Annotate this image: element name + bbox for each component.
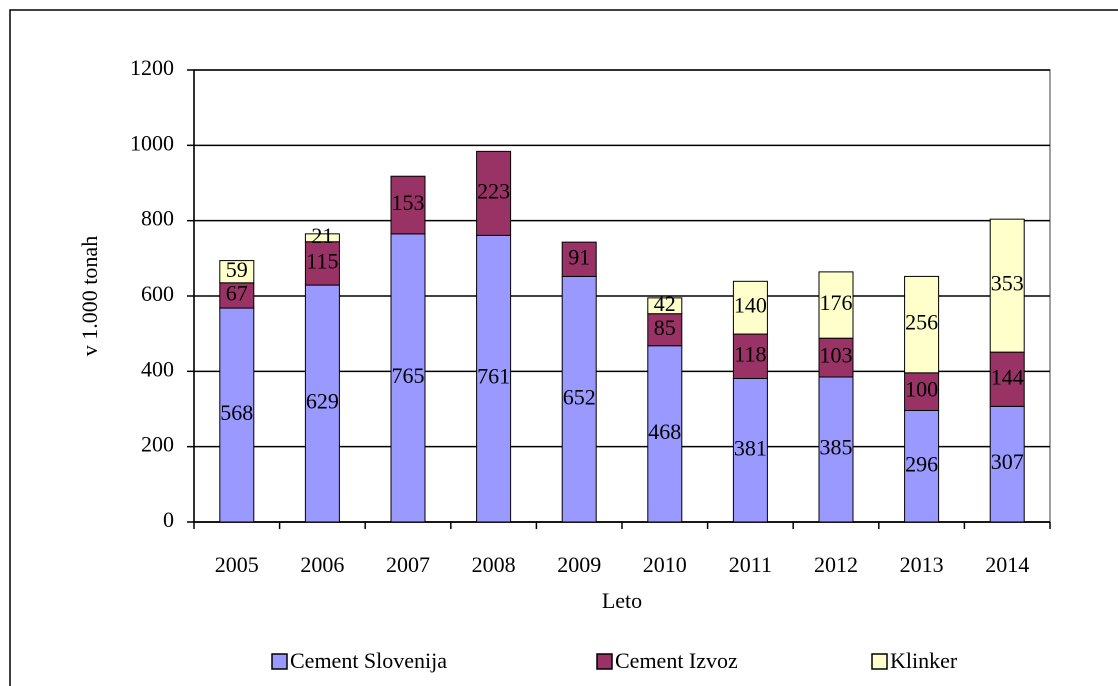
bar-segment (732, 280, 768, 335)
bar-segment (647, 345, 683, 523)
x-tick-label: 2007 (386, 552, 430, 577)
x-tick-label: 2009 (557, 552, 601, 577)
value-label: 42 (654, 291, 676, 316)
value-label: 85 (654, 315, 676, 340)
value-label: 468 (648, 419, 681, 444)
value-label: 568 (220, 400, 253, 425)
x-tick-label: 2006 (300, 552, 344, 577)
x-tick-label: 2012 (814, 552, 858, 577)
bar-segment (219, 282, 255, 309)
bar-segment (904, 372, 940, 412)
value-label: 115 (306, 248, 338, 273)
y-tick-label: 1200 (130, 55, 174, 80)
legend-swatch (596, 653, 613, 670)
bar-segment (476, 150, 512, 236)
value-label: 385 (820, 435, 853, 460)
bar-segment (818, 376, 854, 523)
legend-swatch (271, 653, 288, 670)
bar-segment (818, 271, 854, 339)
legend-label: Klinker (890, 648, 958, 673)
value-label: 118 (734, 341, 766, 366)
y-tick-label: 600 (141, 281, 174, 306)
bar-segment (989, 218, 1025, 353)
bar-segment (989, 405, 1025, 523)
value-label: 353 (991, 271, 1024, 296)
legend-label: Cement Slovenija (290, 648, 447, 673)
value-label: 381 (734, 435, 767, 460)
value-label: 153 (392, 190, 425, 215)
value-label: 21 (311, 223, 333, 248)
bar-segment (561, 275, 597, 523)
bar-segment (561, 241, 597, 277)
value-label: 307 (991, 449, 1024, 474)
legend-swatch (871, 653, 888, 670)
value-label: 103 (820, 343, 853, 368)
value-label: 761 (477, 364, 510, 389)
x-tick-label: 2014 (985, 552, 1029, 577)
bar-segment (647, 297, 683, 315)
bar-segment (647, 313, 683, 347)
bar-segment (304, 241, 340, 286)
y-tick-label: 400 (141, 356, 174, 381)
y-tick-label: 1000 (130, 130, 174, 155)
x-tick-label: 2010 (643, 552, 687, 577)
value-label: 629 (306, 389, 339, 414)
x-tick-label: 2011 (729, 552, 772, 577)
y-tick-label: 800 (141, 206, 174, 231)
value-label: 223 (477, 178, 510, 203)
bar-segment (732, 377, 768, 523)
value-label: 176 (820, 290, 853, 315)
bar-segment (390, 175, 426, 235)
value-label: 296 (905, 451, 938, 476)
bar-segment (476, 234, 512, 523)
y-axis-label: v 1.000 tonah (77, 236, 102, 356)
value-label: 765 (392, 363, 425, 388)
y-tick-label: 0 (163, 507, 174, 532)
value-label: 67 (226, 280, 248, 305)
x-axis-label: Leto (602, 588, 642, 613)
value-label: 140 (734, 293, 767, 318)
legend-label: Cement Izvoz (615, 648, 738, 673)
value-label: 59 (226, 257, 248, 282)
y-tick-label: 200 (141, 432, 174, 457)
bar-segment (904, 275, 940, 374)
bar-segment (818, 337, 854, 378)
bar-segment (390, 233, 426, 523)
value-label: 91 (568, 244, 590, 269)
bar-segment (304, 233, 340, 243)
value-label: 144 (991, 364, 1024, 389)
bar-segment (904, 410, 940, 523)
bar-segment (219, 260, 255, 284)
x-tick-label: 2013 (900, 552, 944, 577)
value-label: 652 (563, 384, 596, 409)
x-tick-label: 2008 (472, 552, 516, 577)
value-label: 256 (905, 310, 938, 335)
x-tick-label: 2005 (215, 552, 259, 577)
value-label: 100 (905, 377, 938, 402)
